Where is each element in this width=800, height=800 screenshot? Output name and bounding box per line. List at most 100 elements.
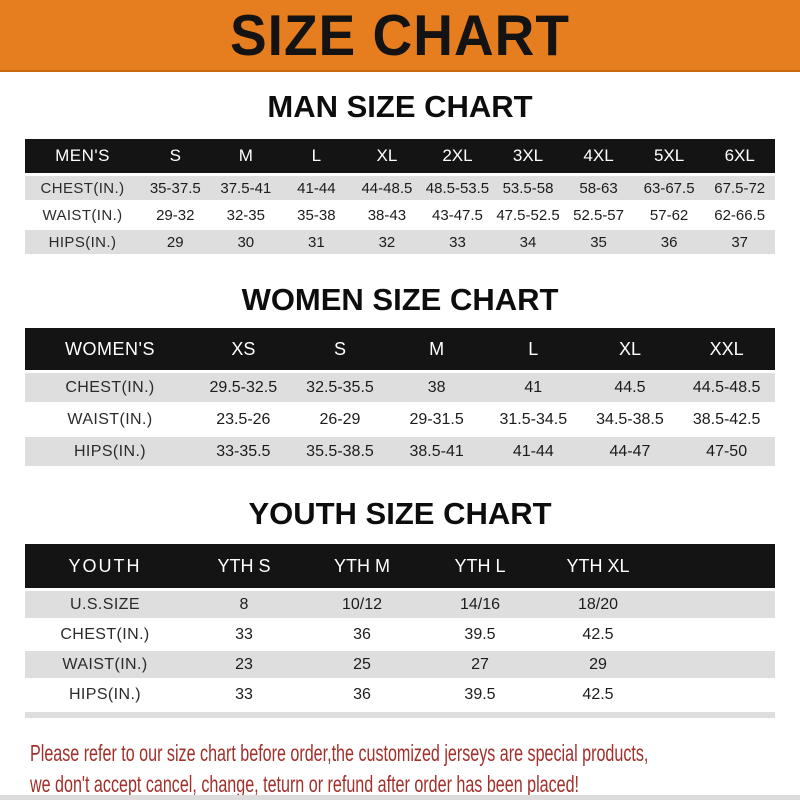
cell: 43-47.5 <box>432 206 483 224</box>
cell: 44.5 <box>614 378 646 396</box>
cell: 39.5 <box>464 685 496 703</box>
youth-size-table: YOUTH YTH S YTH M YTH L YTH XL U.S.SIZE … <box>25 541 775 711</box>
cell: 29 <box>589 655 607 673</box>
men-chest-row: CHEST(IN.) 35-37.5 37.5-41 41-44 44-48.5… <box>25 176 775 200</box>
cell: 37 <box>731 233 749 251</box>
column-header: 3XL <box>512 146 544 165</box>
cell: 33 <box>449 233 466 251</box>
cell: 32-35 <box>226 206 265 224</box>
row-label: CHEST(IN.) <box>40 179 125 197</box>
cell: 29-32 <box>156 206 195 224</box>
cell: 36 <box>353 625 371 643</box>
cell: 67.5-72 <box>714 179 766 197</box>
cell: 44.5-48.5 <box>692 378 761 396</box>
row-label: WAIST(IN.) <box>42 206 123 224</box>
column-header: 2XL <box>442 146 473 165</box>
cell: 39.5 <box>464 625 496 643</box>
cell: 42.5 <box>582 685 614 703</box>
cell: 29 <box>166 233 184 251</box>
row-label: HIPS(IN.) <box>68 685 142 703</box>
spacer-cell <box>657 544 775 588</box>
row-label: U.S.SIZE <box>70 595 140 613</box>
row-label: CHEST(IN.) <box>60 625 150 643</box>
section-heading-women: WOMEN SIZE CHART <box>241 282 559 317</box>
women-chest-row: CHEST(IN.) 29.5-32.5 32.5-35.5 38 41 44.… <box>25 373 775 402</box>
column-header: XXL <box>709 338 744 359</box>
cell: 37.5-41 <box>220 179 272 197</box>
cell: 34.5-38.5 <box>596 410 664 428</box>
cell: 35-37.5 <box>149 179 201 197</box>
youth-table-corner-label: YOUTH <box>68 555 142 576</box>
cell: 8 <box>239 595 249 613</box>
cell: 29-31.5 <box>409 410 464 428</box>
column-header: S <box>333 338 346 359</box>
cell: 33 <box>235 625 253 643</box>
cell: 58-63 <box>579 179 618 197</box>
column-header: 6XL <box>724 146 755 165</box>
women-table-corner-label: WOMEN'S <box>65 338 155 359</box>
cell: 35 <box>590 233 607 251</box>
cell: 44-47 <box>609 442 651 460</box>
spacer-cell <box>657 621 775 648</box>
cell: 53.5-58 <box>502 179 554 197</box>
cell: 57-62 <box>649 206 689 224</box>
cell: 31 <box>308 233 325 251</box>
cell: 62-66.5 <box>714 206 766 224</box>
notice-line-1: Please refer to our size chart before or… <box>30 740 649 766</box>
section-heading-man: MAN SIZE CHART <box>267 89 533 124</box>
column-header: 4XL <box>583 146 614 165</box>
cell: 32.5-35.5 <box>306 378 374 396</box>
column-header: YTH M <box>334 555 390 576</box>
banner-title: SIZE CHART <box>230 2 570 68</box>
column-header: M <box>238 146 253 165</box>
cell: 23 <box>235 655 253 673</box>
youth-header-row: YOUTH YTH S YTH M YTH L YTH XL <box>25 544 775 588</box>
cell: 35-38 <box>297 206 336 224</box>
size-chart-banner: SIZE CHART <box>0 0 800 72</box>
youth-waist-row: WAIST(IN.) 23 25 27 29 <box>25 651 775 678</box>
column-header: L <box>528 338 539 359</box>
column-header: XS <box>231 338 256 359</box>
cell: 42.5 <box>582 625 614 643</box>
cell: 14/16 <box>459 595 501 613</box>
cell: 35.5-38.5 <box>306 442 374 460</box>
men-size-table: MEN'S S M L XL 2XL 3XL 4XL 5XL 6XL CHEST… <box>25 136 775 257</box>
cell: 38 <box>427 378 446 396</box>
cell: 38.5-42.5 <box>692 410 761 428</box>
cell: 33-35.5 <box>216 442 271 460</box>
cell: 41 <box>524 378 543 396</box>
notice-line-2: we don't accept cancel, change, teturn o… <box>30 771 580 797</box>
cell: 36 <box>353 685 371 703</box>
cell: 32 <box>378 233 396 251</box>
cell: 31.5-34.5 <box>499 410 568 428</box>
column-header: XL <box>376 146 398 165</box>
section-heading-youth: YOUTH SIZE CHART <box>248 496 552 531</box>
cell: 33 <box>235 685 253 703</box>
cell: 29.5-32.5 <box>209 378 278 396</box>
cell: 63-67.5 <box>643 179 695 197</box>
cell: 38.5-41 <box>409 442 464 460</box>
column-header: 5XL <box>653 146 685 165</box>
cell: 41-44 <box>297 179 336 197</box>
row-label: HIPS(IN.) <box>73 442 147 460</box>
cell: 23.5-26 <box>216 410 271 428</box>
column-header: YTH L <box>454 555 506 576</box>
order-notice: Please refer to our size chart before or… <box>30 738 800 800</box>
cell: 47-50 <box>706 442 748 460</box>
column-header: M <box>429 338 445 359</box>
row-label: WAIST(IN.) <box>67 410 153 428</box>
men-table-corner-label: MEN'S <box>55 146 110 165</box>
women-hips-row: HIPS(IN.) 33-35.5 35.5-38.5 38.5-41 41-4… <box>25 437 775 466</box>
column-header: YTH S <box>217 555 271 576</box>
cell: 38-43 <box>367 206 407 224</box>
spacer-cell <box>657 591 775 618</box>
men-header-row: MEN'S S M L XL 2XL 3XL 4XL 5XL 6XL <box>25 139 775 173</box>
cell: 36 <box>660 233 678 251</box>
column-header: XL <box>618 338 641 359</box>
cell: 47.5-52.5 <box>496 206 560 224</box>
row-label: WAIST(IN.) <box>62 655 148 673</box>
column-header: S <box>169 146 181 165</box>
youth-chest-row: CHEST(IN.) 33 36 39.5 42.5 <box>25 621 775 648</box>
spacer-cell <box>657 681 775 708</box>
cell: 26-29 <box>319 410 361 428</box>
